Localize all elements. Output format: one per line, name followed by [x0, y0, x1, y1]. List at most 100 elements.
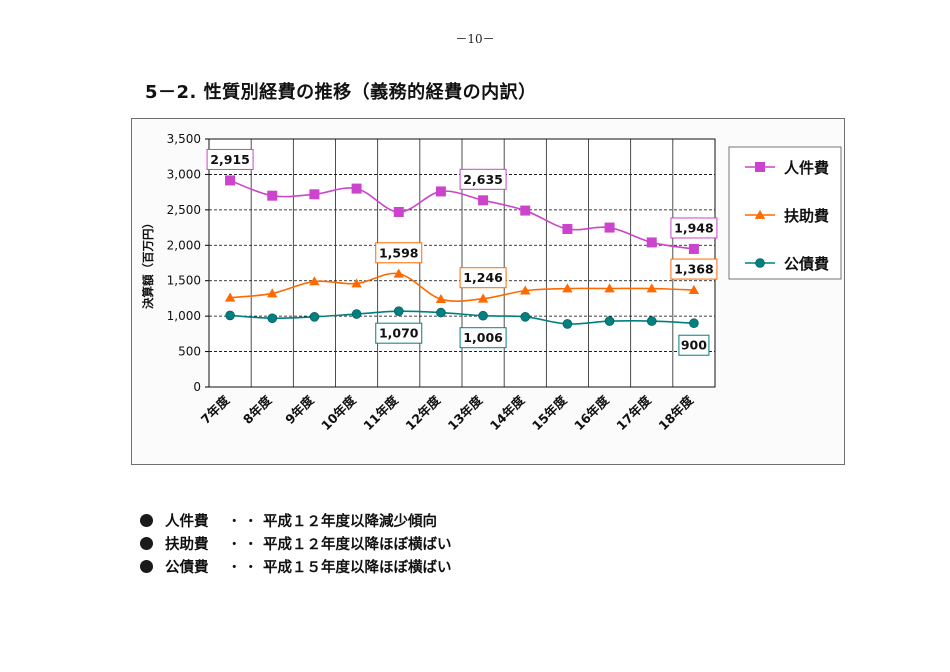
- data-label: 1,948: [674, 220, 714, 235]
- data-point: [309, 276, 320, 286]
- y-tick-label: 0: [193, 380, 201, 394]
- data-point: [435, 186, 446, 197]
- x-tick-label: 10年度: [318, 392, 359, 433]
- chart-frame: 0 500 1,000 1,500 2,000 2,500 3,000 3,500 7年度 8年度…: [131, 118, 845, 465]
- y-tick-label: 2,500: [167, 203, 201, 217]
- legend-marker: [755, 258, 765, 268]
- y-tick-label: 3,000: [167, 167, 201, 181]
- line-chart: 0 500 1,000 1,500 2,000 2,500 3,000 3,500 7年度 8年度…: [141, 132, 842, 433]
- note-item: 人件費 ・・・ 平成１２年度以降減少傾向: [140, 509, 452, 532]
- data-point: [520, 285, 531, 295]
- page-number: －10－: [455, 32, 495, 46]
- note-label: 人件費: [165, 514, 209, 530]
- note-item: 公債費 ・・・ 平成１５年度以降ほぼ横ばい: [140, 555, 452, 578]
- x-tick-label: 7年度: [198, 392, 233, 427]
- data-label: 1,368: [674, 262, 714, 277]
- data-label-box: [670, 258, 718, 280]
- data-label-box: [375, 322, 423, 344]
- y-tick-label: 3,500: [167, 132, 201, 146]
- y-tick-label: 2,000: [167, 238, 201, 252]
- legend-marker: [755, 162, 765, 172]
- y-tick-label: 1,000: [167, 309, 201, 323]
- notes-list: 人件費 ・・・ 平成１２年度以降減少傾向 扶助費 ・・・ 平成１２年度以降ほぼ横…: [140, 509, 452, 578]
- data-point: [436, 307, 446, 318]
- data-point: [267, 288, 278, 298]
- legend-label: 公債費: [784, 255, 829, 273]
- data-point: [309, 312, 320, 322]
- data-point: [562, 223, 573, 234]
- note-item: 扶助費 ・・・ 平成１２年度以降ほぼ横ばい: [140, 532, 452, 555]
- data-label: 900: [681, 338, 707, 353]
- data-point: [435, 293, 447, 304]
- legend-box: [728, 146, 842, 280]
- data-point: [393, 268, 404, 278]
- data-point: [477, 293, 489, 303]
- note-text: 平成１２年度以降減少傾向: [263, 514, 437, 530]
- data-point: [267, 190, 278, 201]
- note-label: 扶助費: [165, 537, 209, 553]
- data-point: [225, 175, 236, 186]
- data-point: [225, 310, 235, 321]
- note-dots: ・・・: [227, 514, 277, 530]
- note-dots: ・・・: [227, 560, 277, 576]
- data-label-box: [459, 168, 507, 190]
- data-point: [520, 205, 531, 216]
- x-tick-label: 9年度: [282, 392, 317, 427]
- data-point: [604, 283, 615, 293]
- data-point: [688, 284, 700, 294]
- data-label: 1,070: [379, 326, 419, 341]
- bullet-icon: [140, 537, 153, 550]
- data-point: [393, 306, 404, 316]
- x-tick-label: 11年度: [360, 392, 401, 433]
- x-tick-label: 16年度: [571, 392, 612, 433]
- note-text: 平成１２年度以降ほぼ横ばい: [263, 537, 452, 553]
- x-tick-label: 12年度: [402, 392, 443, 433]
- data-point: [393, 206, 404, 217]
- data-label-box: [459, 267, 507, 289]
- legend-label: 扶助費: [784, 207, 829, 225]
- y-tick-label: 1,500: [167, 274, 201, 288]
- data-point: [478, 195, 489, 206]
- data-point: [646, 316, 657, 326]
- note-text: 平成１５年度以降ほぼ横ばい: [263, 560, 452, 576]
- data-point: [351, 278, 362, 288]
- data-label: 2,915: [210, 152, 250, 167]
- data-label: 1,598: [379, 245, 419, 260]
- data-point: [520, 312, 531, 322]
- x-tick-label: 14年度: [487, 392, 528, 433]
- x-tick-label: 15年度: [529, 392, 570, 433]
- bullet-icon: [140, 560, 153, 573]
- data-point: [309, 189, 320, 200]
- data-point: [689, 318, 699, 329]
- data-point: [562, 283, 573, 293]
- data-point: [224, 292, 236, 302]
- data-point: [351, 309, 362, 319]
- data-point: [562, 319, 573, 329]
- section-title: 5－2. 性質別経費の推移（義務的経費の内訳）: [145, 82, 537, 103]
- data-point: [604, 316, 615, 326]
- data-label-box: [459, 327, 507, 349]
- y-tick-label: 500: [178, 345, 201, 359]
- data-label-box: [375, 242, 423, 264]
- legend-marker: [754, 209, 766, 219]
- note-dots: ・・・: [227, 537, 277, 553]
- data-point: [351, 183, 362, 194]
- data-point: [688, 243, 699, 254]
- data-label: 1,246: [463, 270, 503, 285]
- data-point: [646, 237, 657, 248]
- x-tick-label: 18年度: [655, 392, 696, 433]
- data-label-box: [678, 334, 710, 356]
- bullet-icon: [140, 514, 153, 527]
- data-label: 2,635: [463, 172, 503, 187]
- legend-label: 人件費: [784, 159, 829, 177]
- data-label-box: [670, 217, 718, 239]
- x-tick-label: 8年度: [240, 392, 275, 427]
- data-point: [478, 310, 488, 321]
- x-tick-label: 13年度: [445, 392, 486, 433]
- data-label-box: [206, 148, 254, 170]
- x-tick-label: 17年度: [613, 392, 654, 433]
- data-point: [267, 313, 278, 324]
- data-label: 1,006: [463, 330, 503, 345]
- note-label: 公債費: [165, 560, 209, 576]
- data-point: [646, 283, 657, 293]
